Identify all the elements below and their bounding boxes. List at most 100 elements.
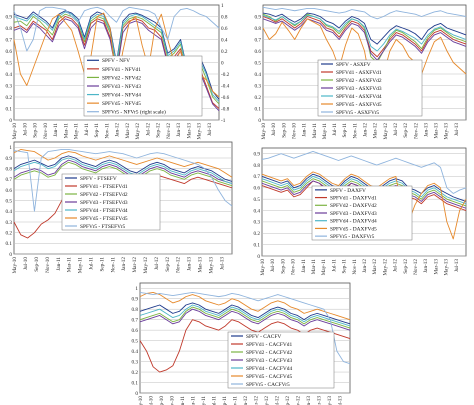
legend-label: SPFVd1 - NFVd1 (102, 67, 141, 73)
y-tick-label: 0.8 (132, 307, 139, 313)
chart-panel-2: 0 0.1 0.2 0.3 0.4 0.5 0.6 0.7 0.8 0.9 May-10 Jul-10… (255, 4, 467, 140)
legend-label: SPFVd2 - DAXFVd2 (330, 203, 377, 209)
y-tick-label: 0.1 (132, 380, 139, 386)
y-tick-label: 0.7 (6, 177, 13, 183)
x-tick-label: Mar-12 (373, 123, 379, 139)
x-tick-label: Jul-13 (454, 123, 460, 136)
x-tick-label: Nov-10 (291, 259, 297, 275)
y-tick-label: 0.6 (255, 49, 262, 55)
x-tick-label: May-13 (444, 123, 450, 140)
x-tick-label: Mar-12 (254, 396, 260, 405)
y-tick-label: 0.7 (6, 37, 13, 43)
x-tick-label: May-11 (78, 257, 84, 274)
y-tick-label: 0.5 (6, 60, 13, 66)
series-line-7 (13, 149, 233, 212)
x-tick-label: May-10 (260, 259, 266, 276)
x-tick-label: Jul-12 (393, 123, 399, 136)
y-tick-label: 0.9 (255, 14, 262, 20)
series-line-7 (262, 6, 467, 20)
x-tick-label: Jul-13 (454, 259, 460, 272)
x-tick-label: Sep-10 (159, 396, 165, 405)
x-tick-label: Nov-10 (291, 123, 297, 139)
x-tick-label: Nov-11 (110, 257, 116, 273)
x-tick-label: Nov-12 (413, 259, 419, 275)
x-tick-label: Jul-10 (149, 396, 155, 405)
legend-label: SPFVd4 - ASXFVd4 (336, 94, 382, 100)
legend-label: SPFVd2 - ASXFVd2 (336, 78, 382, 84)
x-tick-label: Sep-12 (156, 123, 162, 138)
x-tick-label: Jan-13 (423, 259, 429, 273)
legend-label: SPFV - ASXFV (336, 62, 371, 68)
x-tick-label: Mar-12 (132, 257, 138, 273)
y-tick-label: 0.9 (254, 151, 261, 157)
x-tick-label: Sep-10 (34, 257, 40, 272)
chart-panel-5: 0 0.1 0.2 0.3 0.4 0.5 0.6 0.7 0.8 0.9 1 May-10 Jul-1… (132, 282, 351, 405)
x-tick-label: Sep-11 (342, 259, 348, 274)
x-tick-label: Jul-10 (23, 257, 29, 270)
y-tick-label: 0.1 (6, 106, 13, 112)
x-tick-label: Sep-12 (403, 123, 409, 138)
x-tick-label: Jan-13 (306, 396, 312, 405)
y-tick-label: 0.8 (254, 163, 261, 169)
x-tick-label: Jan-13 (176, 123, 182, 137)
x-tick-label: Jul-10 (270, 259, 276, 272)
y-tick-label: 0.3 (132, 359, 139, 365)
x-tick-label: Sep-10 (281, 123, 287, 138)
y2-tick-label: -0.6 (221, 95, 230, 101)
y-tick-label: 0.4 (6, 209, 13, 215)
y-tick-label: 0.8 (6, 26, 13, 32)
x-tick-label: Jan-12 (121, 257, 127, 271)
series-line-4 (13, 159, 233, 185)
x-tick-label: Jul-10 (22, 123, 28, 136)
x-tick-label: Nov-12 (166, 123, 172, 139)
series-line-7 (13, 6, 220, 52)
x-tick-label: Sep-10 (33, 123, 39, 138)
y-tick-label: 0.6 (6, 49, 13, 55)
y-tick-label: 0.4 (132, 349, 139, 355)
x-tick-label: Jan-11 (180, 396, 186, 405)
legend-label: SPFVd4 - FTSEFVd4 (80, 208, 128, 214)
x-tick-label: Mar-13 (434, 123, 440, 139)
x-tick-label: May-12 (382, 259, 388, 276)
series-line-1 (261, 173, 467, 202)
x-tick-label: May-10 (138, 396, 144, 405)
x-tick-label: May-11 (74, 123, 80, 140)
x-tick-label: Mar-13 (317, 396, 323, 405)
x-tick-label: Mar-12 (372, 259, 378, 275)
x-tick-label: Jan-13 (423, 123, 429, 137)
y-tick-label: 0 (9, 118, 12, 124)
x-tick-label: May-10 (261, 123, 267, 140)
legend-label: SPFVd1 - CACFVd1 (246, 342, 292, 348)
y-tick-label: 0.4 (254, 208, 261, 214)
x-tick-label: Jul-11 (84, 123, 90, 136)
x-tick-label: Jul-11 (88, 257, 94, 270)
series-line-3 (13, 161, 233, 187)
x-tick-label: Jul-10 (271, 123, 277, 136)
x-tick-label: May-12 (264, 396, 270, 405)
legend-label: SPFVd4 - DAXFVd4 (330, 219, 377, 225)
series-line-3 (139, 306, 351, 329)
legend-label: SPFVd5 - NFVd5 (102, 101, 141, 107)
x-tick-label: Mar-13 (186, 123, 192, 139)
y-tick-label: 0 (257, 254, 260, 260)
x-tick-label: May-11 (322, 123, 328, 140)
series-line-6 (261, 171, 467, 240)
x-tick-label: Jul-12 (145, 123, 151, 136)
y-tick-label: 0.5 (255, 60, 262, 66)
legend-label: SPFVr5 - NFVr5 (right scale) (102, 109, 166, 116)
y2-tick-label: 0 (221, 60, 224, 66)
chart-panel-4: 0 0.1 0.2 0.3 0.4 0.5 0.6 0.7 0.8 0.9 May-10 Jul-10… (254, 147, 467, 276)
x-tick-label: Mar-11 (311, 259, 317, 275)
x-tick-label: May-13 (327, 396, 333, 405)
x-tick-label: Jan-11 (301, 259, 307, 273)
x-tick-label: Jul-12 (154, 257, 160, 270)
x-tick-label: Nov-12 (296, 396, 302, 405)
y2-tick-label: 0.8 (221, 14, 228, 20)
x-tick-label: May-13 (197, 123, 203, 140)
series-line-5 (139, 304, 351, 327)
series-line-5 (262, 14, 467, 52)
x-tick-label: Jan-11 (302, 123, 308, 137)
legend-label: SPFVr5 - FTSEFVr5 (80, 224, 125, 230)
x-tick-label: Nov-10 (45, 257, 51, 273)
legend-label: SPFVd3 - DAXFVd3 (330, 211, 377, 217)
